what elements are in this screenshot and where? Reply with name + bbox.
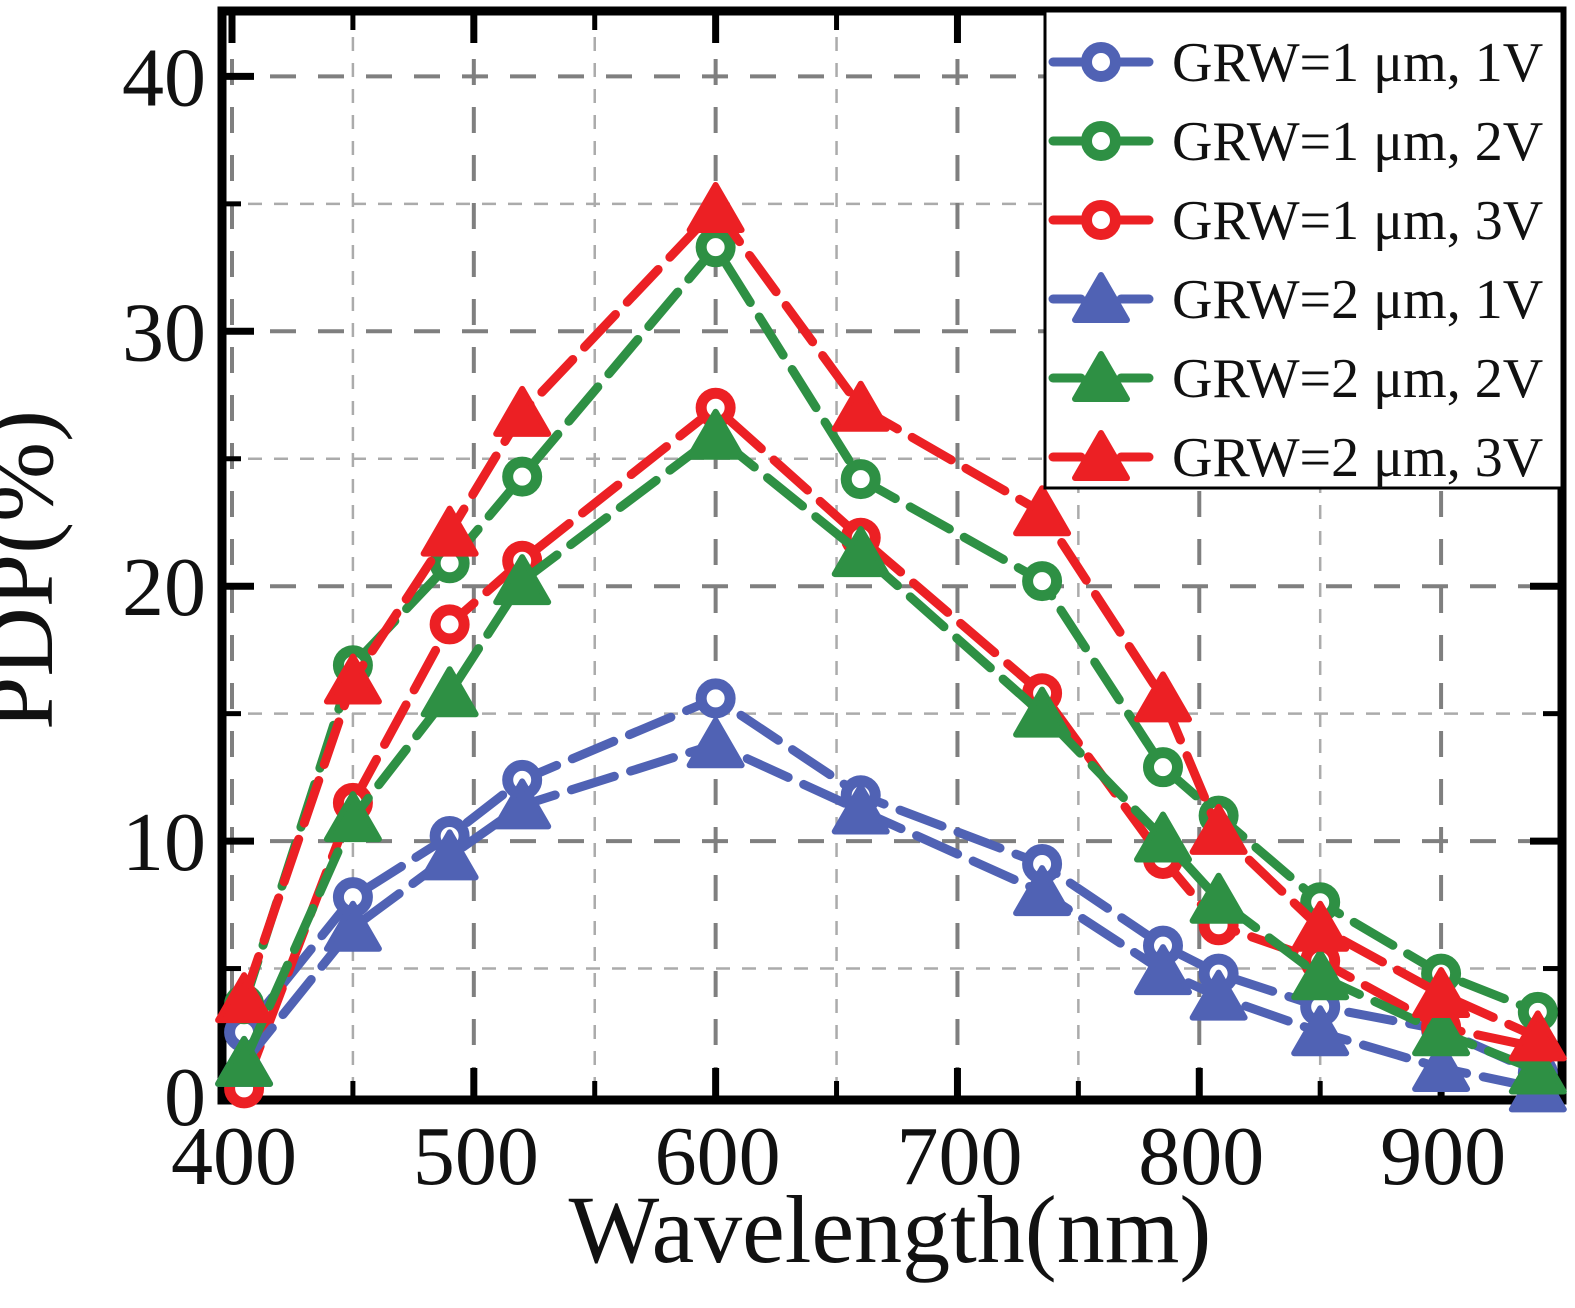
x-tick-label-900: 900	[1380, 1110, 1506, 1203]
series-5-marker-450	[323, 653, 382, 705]
legend-entry-1: GRW=1 μm, 2V	[1048, 111, 1543, 173]
y-tick-label-20: 20	[122, 541, 206, 634]
series-3-marker-785	[1134, 944, 1192, 996]
legend-label-5: GRW=2 μm, 3V	[1172, 427, 1543, 489]
series-5-marker-785	[1134, 671, 1192, 723]
x-tick-label-500: 500	[413, 1110, 539, 1203]
series-4-marker-850	[1291, 949, 1350, 1001]
legend-entry-4: GRW=2 μm, 2V	[1048, 348, 1543, 410]
series-4-marker-785	[1134, 811, 1192, 863]
x-tick-label-800: 800	[1138, 1110, 1264, 1203]
legend-open-circle-icon-2	[1081, 200, 1121, 240]
legend-entry-0: GRW=1 μm, 1V	[1048, 32, 1543, 94]
y-axis-title: PDP(%)	[0, 410, 73, 730]
series-4	[215, 408, 1567, 1095]
data-series	[215, 181, 1567, 1113]
legend-box	[1043, 9, 1564, 490]
x-tick-label-700: 700	[896, 1110, 1022, 1203]
legend-entry-2: GRW=1 μm, 3V	[1048, 190, 1543, 252]
legend-entry-3: GRW=2 μm, 1V	[1048, 269, 1543, 331]
series-5	[215, 181, 1567, 1062]
series-1-marker-520	[502, 456, 543, 497]
series-0-marker-600	[695, 678, 736, 719]
legend-open-circle-icon-0	[1081, 42, 1121, 82]
series-1-marker-735	[1022, 561, 1063, 602]
series-line-2	[239, 403, 1543, 1093]
legend-label-2: GRW=1 μm, 3V	[1172, 190, 1543, 252]
series-0	[224, 678, 1558, 1094]
series-3-marker-660	[831, 783, 890, 835]
series-line-1	[239, 242, 1543, 1017]
series-3-marker-520	[493, 778, 552, 830]
series-5-marker-600	[686, 181, 745, 233]
series-3	[215, 717, 1567, 1113]
y-tick-label-10: 10	[122, 796, 206, 889]
series-line-3	[239, 739, 1543, 1093]
series-1-marker-600	[695, 227, 736, 268]
series-4-marker-520	[493, 554, 552, 606]
plot-border	[217, 6, 1567, 1105]
series-2-marker-490	[429, 604, 470, 645]
series-4-marker-450	[323, 791, 382, 843]
tick-labels: 400 500 600 700 800 900 0 10 20 30 40	[122, 31, 1506, 1203]
y-tick-label-0: 0	[164, 1051, 206, 1144]
series-1-marker-785	[1143, 747, 1183, 788]
series-5-marker-850	[1291, 900, 1350, 952]
series-4-marker-660	[831, 526, 890, 578]
series-3-marker-850	[1291, 1005, 1350, 1057]
series-4-marker-735	[1013, 686, 1072, 738]
series-3-marker-735	[1013, 865, 1072, 917]
legend-filled-triangle-icon-5	[1072, 430, 1130, 481]
series-3-marker-450	[323, 900, 382, 952]
series-1-marker-660	[840, 459, 881, 500]
legend: GRW=1 μm, 1V GRW=1 μm, 2V GRW=1 μm, 3V GRW=…	[1043, 9, 1564, 490]
series-5-marker-660	[831, 380, 890, 432]
series-3-marker-490	[420, 829, 479, 881]
legend-label-1: GRW=1 μm, 2V	[1172, 111, 1543, 173]
series-3-marker-600	[686, 717, 745, 769]
series-4-marker-808	[1189, 872, 1248, 924]
series-4-marker-490	[420, 666, 479, 718]
series-4-marker-405	[215, 1035, 274, 1087]
series-5-marker-808	[1189, 803, 1248, 855]
series-4-marker-940	[1508, 1043, 1567, 1095]
legend-entry-5: GRW=2 μm, 3V	[1048, 427, 1543, 489]
series-5-marker-940	[1508, 1010, 1567, 1062]
legend-filled-triangle-icon-4	[1072, 351, 1130, 402]
series-5-marker-900	[1412, 967, 1471, 1019]
axes-frame	[217, 6, 1567, 1105]
legend-label-3: GRW=2 μm, 1V	[1172, 269, 1543, 331]
x-tick-label-400: 400	[171, 1110, 297, 1203]
series-4-marker-600	[686, 408, 745, 460]
legend-label-0: GRW=1 μm, 1V	[1172, 32, 1543, 94]
series-line-0	[239, 693, 1543, 1078]
x-tick-label-600: 600	[655, 1110, 781, 1203]
legend-filled-triangle-icon-3	[1072, 272, 1130, 323]
series-5-marker-405	[215, 972, 274, 1024]
series-5-marker-520	[493, 385, 552, 437]
series-3-marker-900	[1412, 1040, 1471, 1092]
x-axis-title: Wavelength(nm)	[569, 1176, 1212, 1283]
series-5-marker-490	[420, 505, 479, 557]
series-5-marker-735	[1013, 485, 1072, 537]
y-tick-label-30: 30	[122, 286, 206, 379]
y-tick-label-40: 40	[122, 31, 206, 124]
series-3-marker-808	[1189, 969, 1248, 1021]
series-4-marker-900	[1412, 1005, 1471, 1057]
legend-open-circle-icon-1	[1081, 121, 1121, 161]
legend-label-4: GRW=2 μm, 2V	[1172, 348, 1543, 410]
